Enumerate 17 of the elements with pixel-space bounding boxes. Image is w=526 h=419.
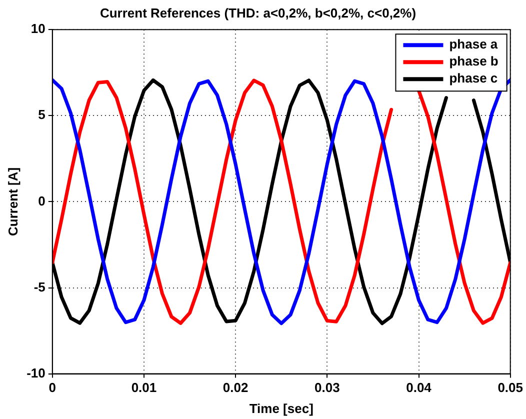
- y-tick-label: -10: [26, 365, 46, 380]
- x-tick-label: 0.04: [406, 380, 432, 396]
- x-tick-label: 0.03: [314, 380, 340, 396]
- y-axis-title: Current [A]: [5, 167, 20, 236]
- x-axis-title: Time [sec]: [249, 400, 314, 416]
- y-tick-label: 10: [30, 21, 46, 36]
- x-tick-label: 0.01: [131, 380, 157, 396]
- legend-label: phase c: [449, 70, 498, 86]
- legend-label: phase b: [449, 54, 498, 69]
- legend-label: phase a: [449, 36, 498, 52]
- y-tick-label: 5: [38, 107, 46, 122]
- y-tick-label: 0: [38, 193, 46, 208]
- chart-title: Current References (THD: a<0,2%, b<0,2%, c<0,2%): [100, 5, 416, 20]
- x-tick-label: 0: [48, 380, 56, 396]
- x-tick-label: 0.02: [222, 380, 248, 396]
- x-tick-label: 0.05: [498, 380, 524, 396]
- y-tick-label: -5: [34, 279, 46, 294]
